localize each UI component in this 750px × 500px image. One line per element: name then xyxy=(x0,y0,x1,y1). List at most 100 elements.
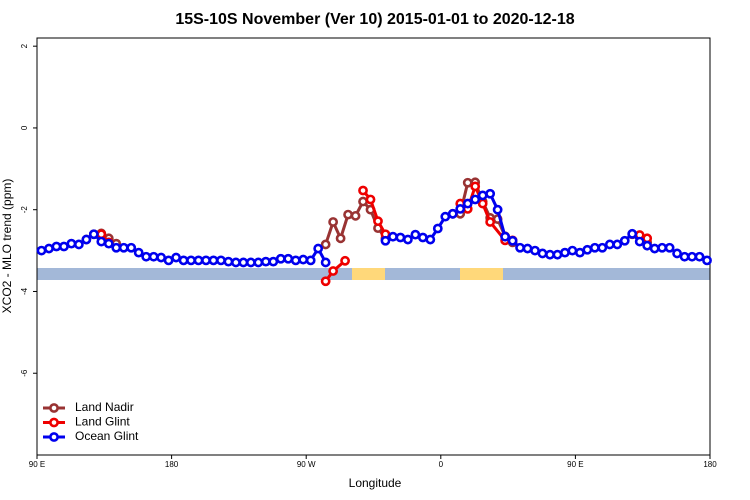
point xyxy=(664,242,675,253)
point xyxy=(649,243,660,254)
point xyxy=(36,245,47,256)
point xyxy=(231,257,241,268)
point xyxy=(313,243,324,254)
point xyxy=(298,254,309,265)
point xyxy=(111,242,122,253)
point xyxy=(156,252,167,263)
point xyxy=(358,196,368,207)
point xyxy=(208,255,219,266)
y-tick-label: 0 xyxy=(20,125,29,130)
point xyxy=(702,255,712,266)
point xyxy=(320,239,331,250)
legend-marker xyxy=(49,403,59,413)
point xyxy=(388,231,398,242)
point xyxy=(328,266,339,276)
point xyxy=(522,243,533,254)
point xyxy=(373,216,383,227)
point xyxy=(477,198,488,209)
point xyxy=(589,242,600,253)
point xyxy=(574,247,585,258)
point xyxy=(485,217,496,227)
point xyxy=(73,239,84,250)
y-axis-label: XCO2 - MLO trend (ppm) xyxy=(0,179,14,314)
point xyxy=(395,232,406,243)
x-tick-label: 180 xyxy=(703,460,717,469)
point xyxy=(597,242,608,253)
point xyxy=(657,242,668,253)
point xyxy=(245,257,256,268)
point xyxy=(402,234,413,245)
point xyxy=(148,251,159,262)
y-tick-label: 2 xyxy=(20,43,29,48)
point xyxy=(223,256,234,267)
legend-label: Land Nadir xyxy=(75,400,134,414)
point xyxy=(118,242,129,253)
point xyxy=(320,257,331,268)
point xyxy=(283,253,294,264)
point xyxy=(470,194,481,205)
point xyxy=(492,204,503,215)
x-tick-label: 90 E xyxy=(29,460,45,469)
point xyxy=(447,208,458,219)
point xyxy=(679,251,690,262)
point xyxy=(133,247,144,258)
point xyxy=(552,249,563,260)
x-tick-label: 90 W xyxy=(297,460,316,469)
point xyxy=(672,248,682,259)
point xyxy=(687,251,697,262)
point xyxy=(253,257,264,268)
y-tick-label: -2 xyxy=(20,206,29,214)
point xyxy=(305,255,316,266)
x-axis-label: Longitude xyxy=(349,476,402,490)
point xyxy=(470,181,481,192)
point xyxy=(560,247,570,258)
point xyxy=(178,255,189,266)
x-tick-label: 180 xyxy=(165,460,179,469)
point xyxy=(340,255,350,266)
point xyxy=(126,242,137,253)
point xyxy=(358,185,368,196)
point xyxy=(268,256,279,267)
point xyxy=(201,255,211,266)
point xyxy=(627,228,638,239)
legend-label: Ocean Glint xyxy=(75,429,139,443)
point xyxy=(103,238,114,249)
point xyxy=(642,240,653,251)
point xyxy=(171,252,181,263)
plot-frame xyxy=(36,37,711,456)
x-tick-label: 0 xyxy=(439,460,444,469)
point xyxy=(343,209,353,220)
point xyxy=(216,255,226,266)
point xyxy=(335,233,346,244)
point xyxy=(96,236,107,247)
point xyxy=(81,234,92,245)
point xyxy=(290,255,301,266)
point xyxy=(619,235,630,246)
point xyxy=(320,276,331,287)
point xyxy=(425,234,436,245)
point xyxy=(567,245,578,256)
land-strip xyxy=(460,268,503,280)
point xyxy=(545,249,555,260)
legend-label: Land Glint xyxy=(75,415,130,429)
y-tick-label: -4 xyxy=(20,287,29,295)
x-tick-label: 90 E xyxy=(567,460,583,469)
point xyxy=(350,210,361,221)
point xyxy=(507,235,518,246)
legend-marker xyxy=(49,432,59,442)
point xyxy=(163,255,174,266)
point xyxy=(380,235,391,246)
point xyxy=(604,239,615,250)
point xyxy=(634,236,645,247)
point xyxy=(515,242,525,253)
point xyxy=(582,244,593,255)
point xyxy=(612,239,623,250)
point xyxy=(417,232,428,243)
point xyxy=(59,241,69,252)
point xyxy=(238,257,249,268)
point xyxy=(44,243,54,254)
point xyxy=(694,251,705,262)
point xyxy=(537,248,548,259)
chart-title: 15S-10S November (Ver 10) 2015-01-01 to … xyxy=(175,11,574,28)
